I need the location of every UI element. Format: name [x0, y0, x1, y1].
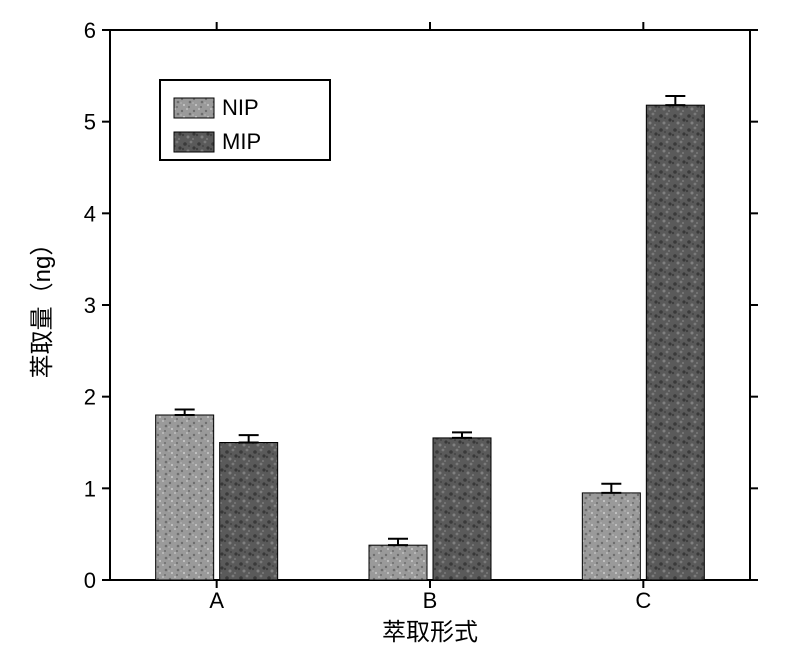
xtick-label: A — [209, 588, 224, 613]
ytick-label: 1 — [84, 476, 96, 501]
bar-mip — [646, 105, 704, 580]
bar-mip — [220, 443, 278, 581]
y-axis-label: 萃取量（ng） — [29, 232, 56, 379]
legend-swatch — [174, 132, 214, 152]
bar-nip — [369, 545, 427, 580]
legend-label: NIP — [222, 95, 259, 120]
legend-swatch — [174, 98, 214, 118]
ytick-label: 4 — [84, 201, 96, 226]
xtick-label: B — [423, 588, 438, 613]
chart-container: 0 1 2 3 4 5 6 萃取量（ng） A B C 萃取形式 NIP MIP — [0, 0, 800, 669]
ytick-label: 5 — [84, 110, 96, 135]
ytick-label: 3 — [84, 293, 96, 318]
legend-label: MIP — [222, 129, 261, 154]
x-axis-label: 萃取形式 — [382, 619, 478, 646]
xtick-label: C — [635, 588, 651, 613]
ytick-label: 2 — [84, 385, 96, 410]
bar-nip — [582, 493, 640, 580]
bar-nip — [156, 415, 214, 580]
ytick-label: 0 — [84, 568, 96, 593]
ytick-label: 6 — [84, 18, 96, 43]
bar-mip — [433, 438, 491, 580]
bar-chart: 0 1 2 3 4 5 6 萃取量（ng） A B C 萃取形式 NIP MIP — [0, 0, 800, 669]
